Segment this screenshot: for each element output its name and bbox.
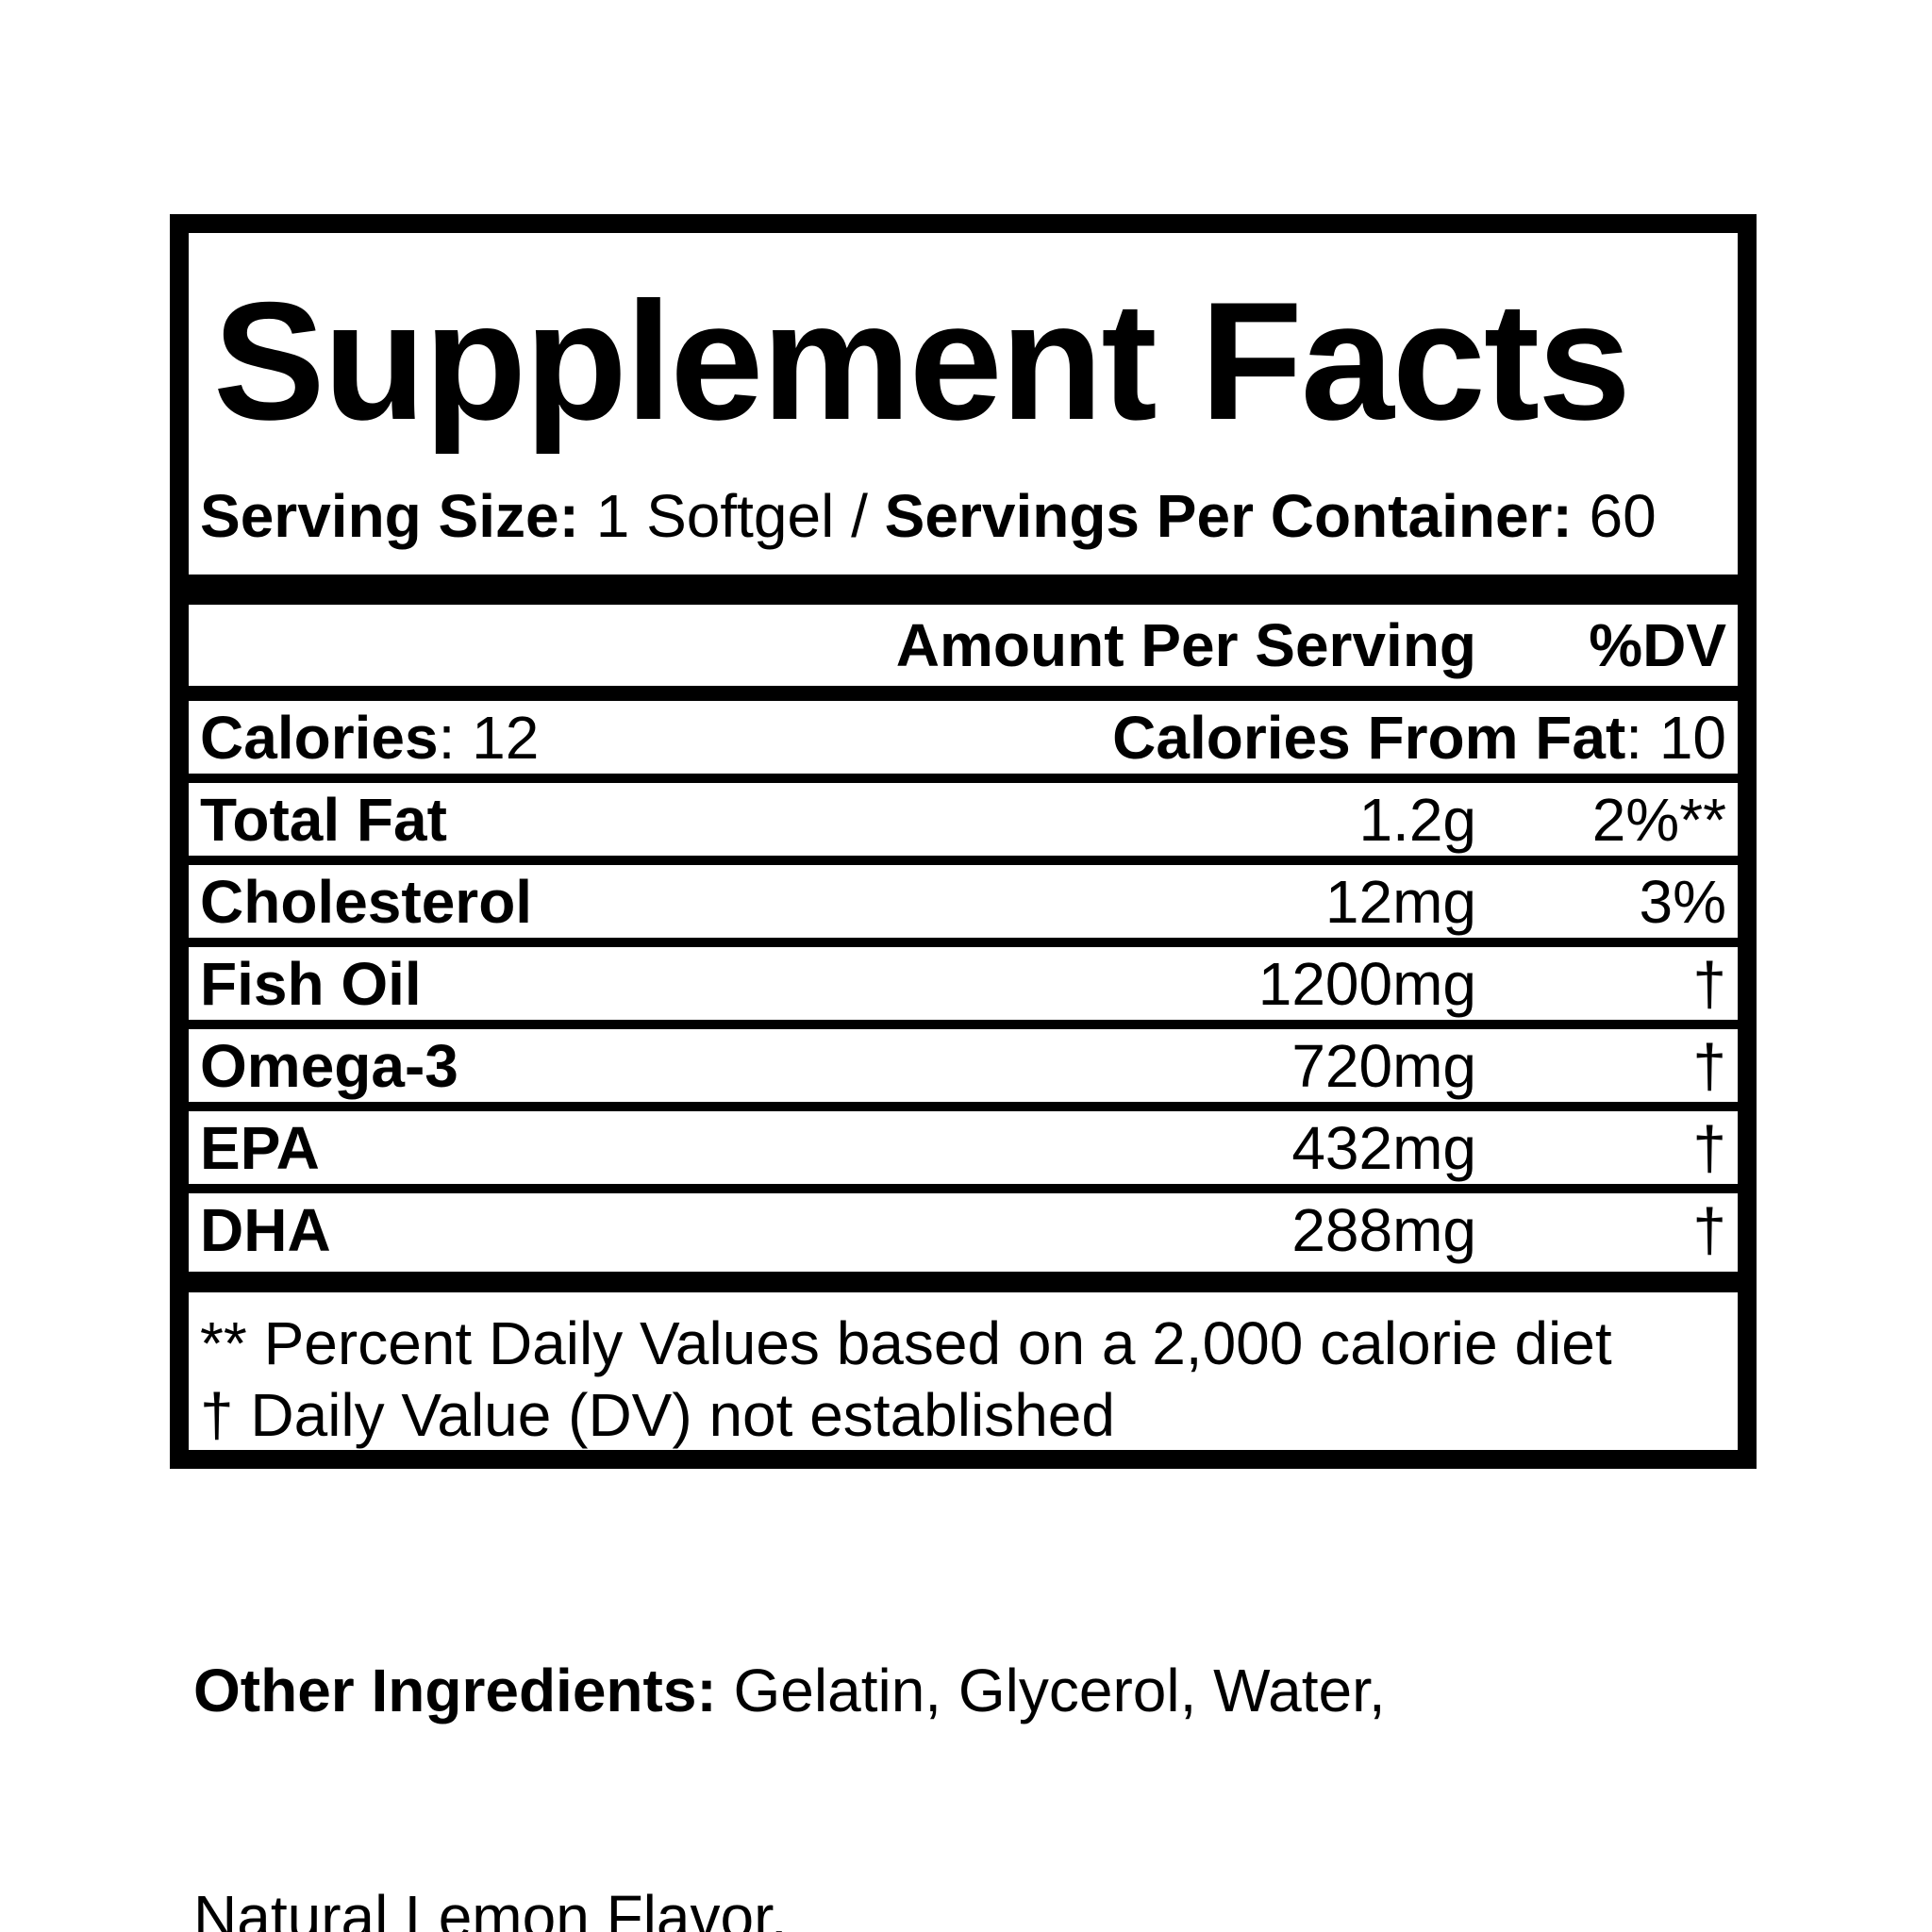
nutrient-amount: 12mg (1324, 867, 1476, 936)
header-divider-rule (189, 686, 1738, 701)
nutrient-dv: † (1692, 1113, 1726, 1182)
nutrient-name: DHA (200, 1195, 331, 1264)
nutrient-dv: † (1692, 1031, 1726, 1100)
calories-row: Calories: 12 Calories From Fat: 10 (200, 701, 1726, 774)
calories-value: : 12 (438, 703, 540, 772)
nutrient-name: Total Fat (200, 785, 447, 854)
row-divider-rule (189, 774, 1738, 783)
calories-from-fat-value: : 10 (1625, 703, 1726, 772)
nutrient-name: Fish Oil (200, 949, 422, 1018)
footnote-dv-not-established: † Daily Value (DV) not established (200, 1381, 1115, 1449)
servings-per-container-value: 60 (1572, 482, 1657, 550)
other-ingredients-label: Other Ingredients: (193, 1657, 717, 1724)
nutrient-amount: 720mg (1291, 1031, 1476, 1100)
nutrient-dv: 2%** (1591, 785, 1726, 854)
footnotes-block: ** Percent Daily Values based on a 2,000… (200, 1307, 1726, 1451)
nutrient-dv: † (1692, 1195, 1726, 1264)
panel-title: Supplement Facts (213, 267, 1631, 455)
nutrient-row: EPA 432mg † (200, 1111, 1726, 1184)
calories-label: Calories (200, 703, 439, 772)
row-divider-rule (189, 1184, 1738, 1193)
nutrient-row: Fish Oil 1200mg † (200, 947, 1726, 1020)
nutrient-dv: † (1692, 949, 1726, 1018)
column-header-row: Amount Per Serving %DV (200, 605, 1726, 686)
thick-separator-bar-top (189, 575, 1738, 605)
nutrient-row: DHA 288mg † (200, 1193, 1726, 1266)
row-divider-rule (189, 938, 1738, 947)
nutrient-row: Total Fat 1.2g 2%** (200, 783, 1726, 856)
serving-size-value: 1 Softgel / (578, 482, 885, 550)
row-divider-rule (189, 856, 1738, 865)
percent-dv-header: %DV (1589, 611, 1726, 679)
thick-separator-bar-bottom (189, 1272, 1738, 1292)
nutrient-name: Omega-3 (200, 1031, 458, 1100)
row-divider-rule (189, 1102, 1738, 1111)
nutrient-name: EPA (200, 1113, 320, 1182)
nutrient-amount: 432mg (1291, 1113, 1476, 1182)
amount-per-serving-header: Amount Per Serving (895, 611, 1476, 679)
nutrient-amount: 1200mg (1257, 949, 1476, 1018)
supplement-facts-panel: Supplement Facts Serving Size: 1 Softgel… (170, 214, 1757, 1469)
nutrient-row: Cholesterol 12mg 3% (200, 865, 1726, 938)
calories-from-fat-label: Calories From Fat (1112, 703, 1626, 772)
nutrient-name: Cholesterol (200, 867, 533, 936)
calories-from-fat-cell: Calories From Fat: 10 (1112, 703, 1726, 773)
row-divider-rule (189, 1020, 1738, 1029)
other-ingredients-list: Gelatin, Glycerol, Water, (716, 1657, 1386, 1724)
nutrient-dv: 3% (1639, 867, 1727, 936)
other-ingredients-block: Other Ingredients: Gelatin, Glycerol, Wa… (193, 1502, 1386, 1932)
servings-per-container-label: Servings Per Container: (884, 482, 1573, 550)
nutrient-amount: 1.2g (1358, 785, 1476, 854)
footnote-daily-values: ** Percent Daily Values based on a 2,000… (200, 1309, 1612, 1377)
serving-info-line: Serving Size: 1 Softgel / Servings Per C… (200, 482, 1726, 550)
calories-cell: Calories: 12 (200, 703, 1112, 773)
nutrient-table: Total Fat 1.2g 2%** Cholesterol 12mg 3% … (189, 774, 1738, 1266)
other-ingredients-line-2: Natural Lemon Flavor. (193, 1883, 788, 1932)
other-ingredients-line-1: Other Ingredients: Gelatin, Glycerol, Wa… (193, 1653, 1386, 1728)
serving-size-label: Serving Size: (200, 482, 579, 550)
nutrient-amount: 288mg (1291, 1195, 1476, 1264)
nutrient-row: Omega-3 720mg † (200, 1029, 1726, 1102)
